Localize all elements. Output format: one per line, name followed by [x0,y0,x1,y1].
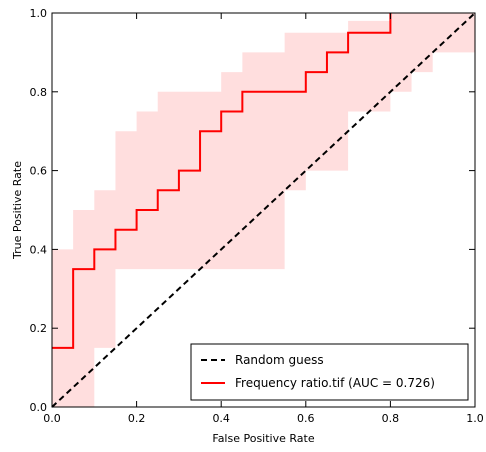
y-tick-label: 0.0 [30,401,48,414]
legend-label-frequency-ratio: Frequency ratio.tif (AUC = 0.726) [235,376,435,390]
series-layer [51,12,476,408]
x-tick-label: 1.0 [466,412,484,425]
y-tick-label: 0.2 [30,322,48,335]
x-tick-label: 0.2 [128,412,146,425]
y-tick-label: 0.6 [30,165,48,178]
x-tick-label: 0.6 [297,412,315,425]
legend-box [190,343,469,401]
x-ticks: 0.0 0.2 0.4 0.6 0.8 1.0 [43,13,484,425]
x-tick-label: 0.4 [212,412,230,425]
y-ticks: 0.0 0.2 0.4 0.6 0.8 1.0 [30,7,475,414]
y-tick-label: 0.8 [30,86,48,99]
plot-frame [51,12,476,408]
series-random-guess [51,12,476,408]
x-tick-label: 0.0 [43,412,61,425]
x-tick-label: 0.8 [382,412,400,425]
y-tick-label: 0.4 [30,243,48,256]
y-axis-label: True Positive Rate [11,161,24,260]
y-tick-label: 1.0 [30,7,48,20]
x-axis-label: False Positive Rate [212,432,314,445]
legend-label-random-guess: Random guess [235,353,324,367]
series-frequency-ratio [52,13,392,349]
legend: Random guess Frequency ratio.tif (AUC = … [190,343,469,401]
